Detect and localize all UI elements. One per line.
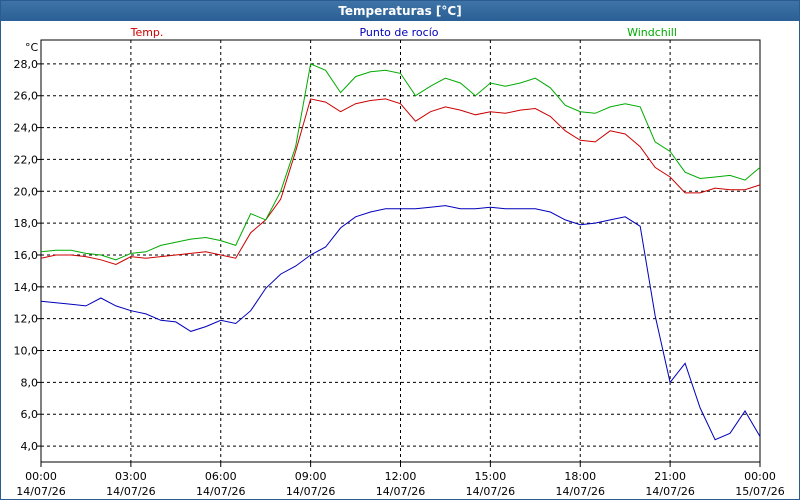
y-tick-label: 22,0 [14, 153, 39, 166]
y-tick-label: 4,0 [21, 440, 39, 453]
y-tick-label: 28,0 [14, 58, 39, 71]
y-tick-label: 26,0 [14, 90, 39, 103]
y-tick-label: 8,0 [21, 376, 39, 389]
x-tick-date-label: 14/07/26 [286, 485, 335, 498]
y-axis-label: °C [25, 41, 39, 54]
y-tick-label: 12,0 [14, 313, 39, 326]
x-tick-time-label: 15:00 [475, 470, 507, 483]
y-tick-label: 6,0 [21, 408, 39, 421]
y-tick-label: 14,0 [14, 281, 39, 294]
y-tick-label: 18,0 [14, 217, 39, 230]
x-tick-time-label: 21:00 [654, 470, 686, 483]
series-line [40, 205, 761, 441]
legend-entry: Temp. [130, 26, 164, 39]
legend-entry: Windchill [627, 26, 677, 39]
legend-entry: Punto de rocío [359, 26, 438, 39]
x-tick-date-label: 14/07/26 [196, 485, 245, 498]
x-tick-time-label: 12:00 [385, 470, 417, 483]
series-line [40, 98, 761, 266]
x-tick-date-label: 14/07/26 [466, 485, 515, 498]
x-tick-time-label: 00:00 [744, 470, 776, 483]
series-line [40, 63, 761, 261]
y-tick-label: 24,0 [14, 122, 39, 135]
x-tick-time-label: 00:00 [25, 470, 57, 483]
chart-title: Temperaturas [°C] [1, 1, 799, 21]
y-tick-label: 16,0 [14, 249, 39, 262]
y-tick-label: 20,0 [14, 185, 39, 198]
x-tick-date-label: 14/07/26 [16, 485, 65, 498]
x-tick-time-label: 09:00 [295, 470, 327, 483]
x-tick-date-label: 14/07/26 [376, 485, 425, 498]
y-tick-label: 10,0 [14, 345, 39, 358]
x-tick-time-label: 03:00 [115, 470, 147, 483]
x-tick-time-label: 18:00 [564, 470, 596, 483]
x-tick-time-label: 06:00 [205, 470, 237, 483]
x-tick-date-label: 14/07/26 [645, 485, 694, 498]
x-tick-date-label: 14/07/26 [556, 485, 605, 498]
x-tick-date-label: 14/07/26 [106, 485, 155, 498]
x-tick-date-label: 15/07/26 [735, 485, 784, 498]
